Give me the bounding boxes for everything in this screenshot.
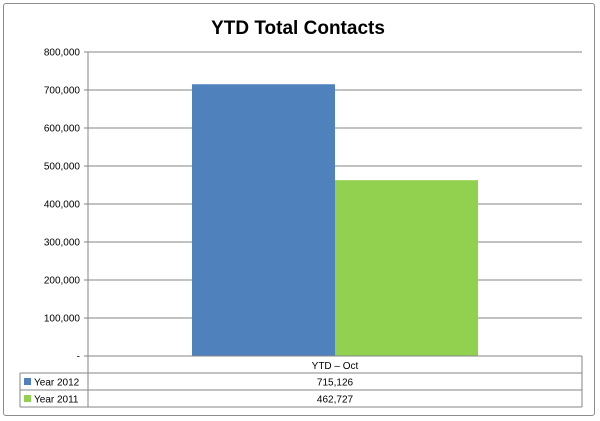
data-label: 715,126 bbox=[317, 378, 354, 389]
y-tick-label: 100,000 bbox=[44, 314, 81, 325]
chart-title: YTD Total Contacts bbox=[211, 18, 385, 39]
data-table: YTD – Oct Year 2012 715,126 Year 2011 462,72… bbox=[19, 355, 583, 408]
x-category-label: YTD – Oct bbox=[312, 361, 359, 372]
legend-key bbox=[24, 395, 31, 402]
y-tick-label: 200,000 bbox=[44, 276, 81, 287]
y-tick-label: 600,000 bbox=[44, 124, 81, 135]
bars bbox=[192, 84, 478, 356]
bar-year-2011 bbox=[335, 180, 478, 356]
y-tick-label: - bbox=[77, 352, 80, 363]
y-tick-label: 400,000 bbox=[44, 200, 81, 211]
y-tick-label: 500,000 bbox=[44, 162, 81, 173]
legend-label: Year 2011 bbox=[34, 395, 79, 406]
chart-frame: YTD Total Contacts - 100,000 200,000 300,00… bbox=[3, 3, 595, 416]
legend-key bbox=[24, 378, 31, 385]
chart-svg: YTD Total Contacts - 100,000 200,000 300,00… bbox=[19, 18, 583, 408]
y-tick-label: 700,000 bbox=[44, 86, 81, 97]
y-tick-label: 800,000 bbox=[44, 48, 81, 59]
legend-label: Year 2012 bbox=[34, 378, 80, 389]
y-tick-label: 300,000 bbox=[44, 238, 81, 249]
data-label: 462,727 bbox=[317, 395, 354, 406]
y-axis-tick-labels: - 100,000 200,000 300,000 400,000 500,000 600,… bbox=[44, 48, 81, 363]
bar-year-2012 bbox=[192, 84, 335, 356]
